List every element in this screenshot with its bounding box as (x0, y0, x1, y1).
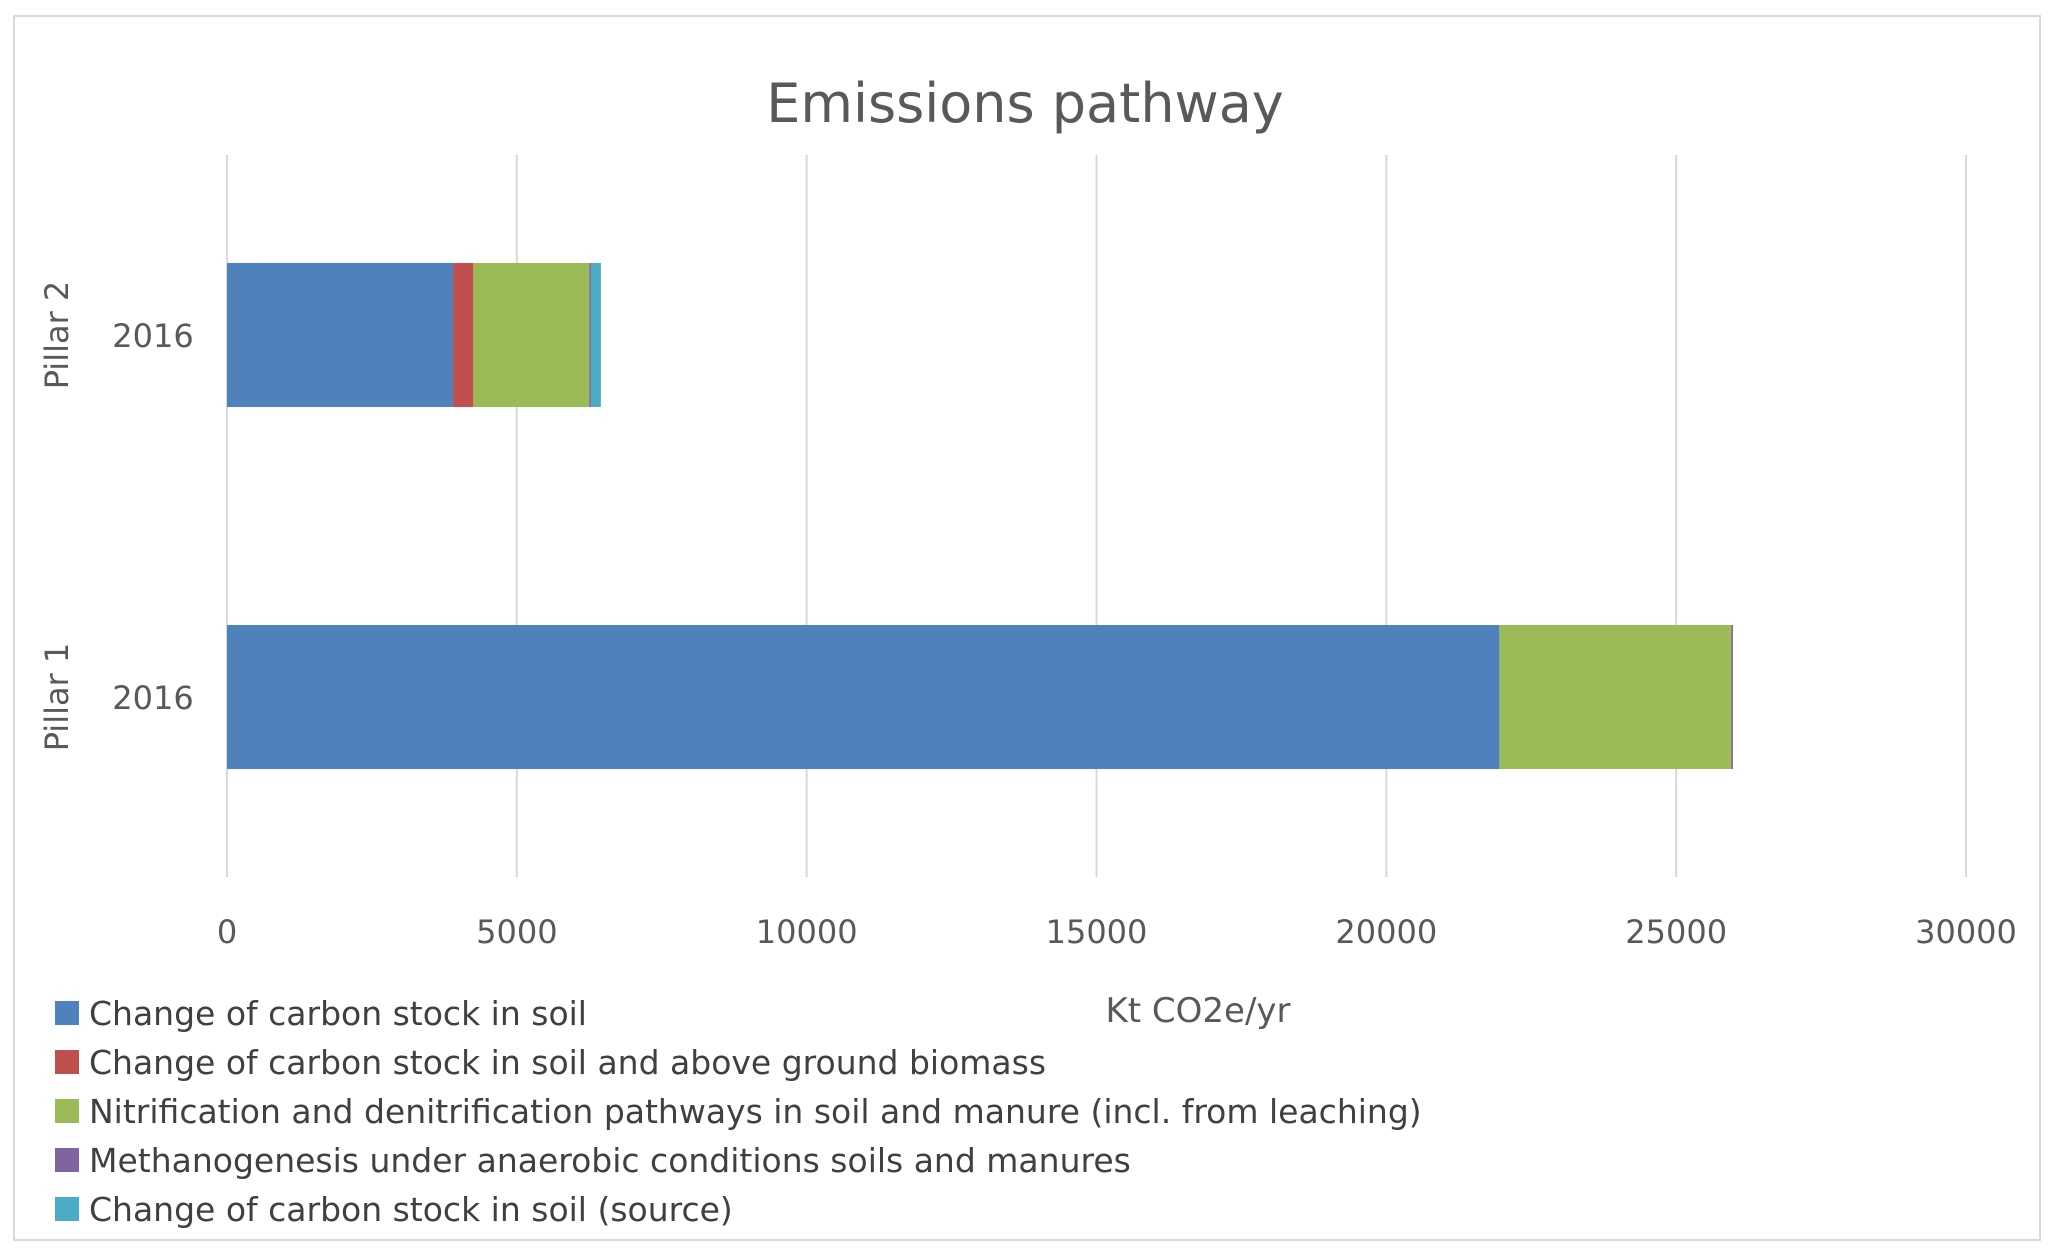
bars (227, 263, 1733, 769)
y-group-label: Pillar 1 (38, 643, 76, 752)
y-category-label: 2016 (112, 679, 193, 717)
legend-label: Change of carbon stock in soil and above… (89, 1043, 1046, 1082)
x-tick-label: 20000 (1335, 913, 1437, 951)
legend-label: Methanogenesis under anaerobic condition… (89, 1141, 1131, 1180)
legend-label: Change of carbon stock in soil (source) (89, 1190, 733, 1229)
bar-segment (473, 263, 590, 407)
legend-swatch (55, 1197, 79, 1221)
chart-title: Emissions pathway (766, 72, 1284, 135)
x-axis-title: Kt CO2e/yr (1105, 991, 1290, 1031)
legend-swatch (55, 1099, 79, 1123)
bar-segment (589, 263, 592, 407)
bar-segment (453, 263, 474, 407)
x-tick-label: 30000 (1915, 913, 2017, 951)
bar-segment (227, 263, 454, 407)
legend-swatch (55, 1148, 79, 1172)
legend-swatch (55, 1050, 79, 1074)
legend-label: Nitrification and denitrification pathwa… (89, 1092, 1422, 1131)
bar-segment (1499, 625, 1732, 769)
legend-label: Change of carbon stock in soil (89, 994, 587, 1033)
y-category-label: 2016 (112, 317, 193, 355)
legend: Change of carbon stock in soil Change of … (55, 994, 1422, 1229)
bar-segment (591, 263, 601, 407)
chart-frame: Emissions pathway 0 5000 10000 15000 20000 25… (13, 15, 2041, 1241)
x-axis-ticks: 0 5000 10000 15000 20000 25000 30000 (217, 913, 2017, 951)
y-group-label: Pillar 2 (38, 281, 76, 390)
legend-swatch (55, 1001, 79, 1025)
x-tick-label: 0 (217, 913, 237, 951)
x-tick-label: 5000 (476, 913, 557, 951)
chart-canvas: Emissions pathway 0 5000 10000 15000 20000 25… (38, 72, 2017, 1229)
x-tick-label: 15000 (1046, 913, 1148, 951)
bar-segment (1731, 625, 1733, 769)
y-axis-categories: 2016 Pillar 2 2016 Pillar 1 (38, 281, 194, 752)
x-tick-label: 25000 (1625, 913, 1727, 951)
bar-segment (227, 625, 1500, 769)
x-tick-label: 10000 (756, 913, 858, 951)
